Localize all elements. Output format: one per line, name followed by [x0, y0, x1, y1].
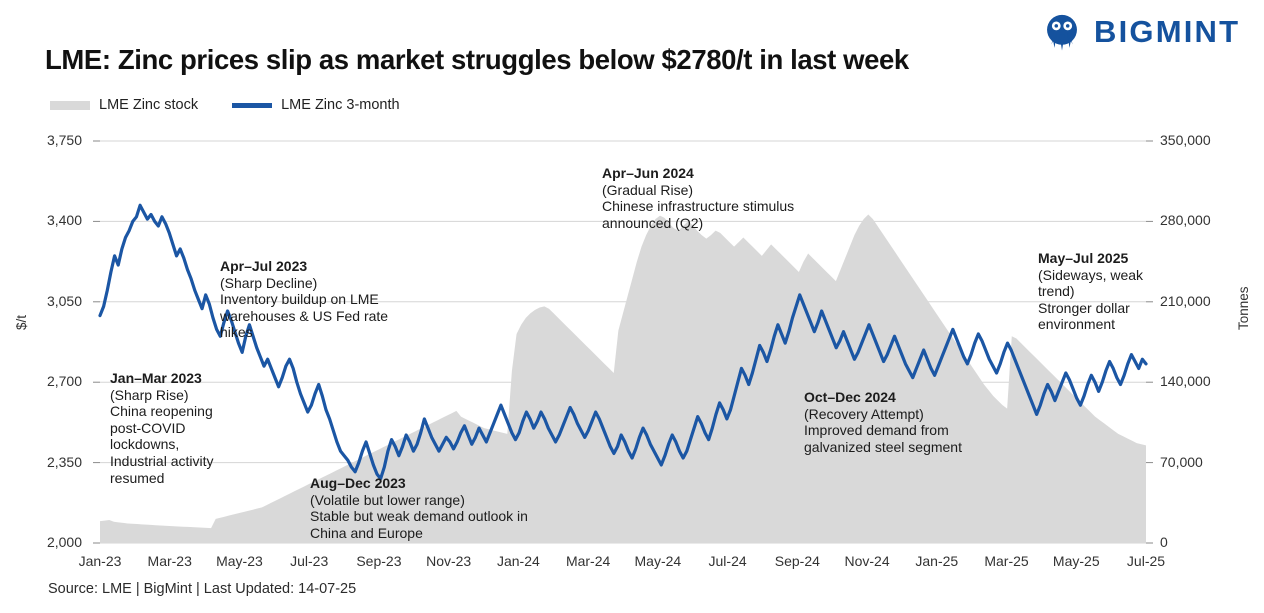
legend-item-stock[interactable]: LME Zinc stock — [50, 97, 198, 113]
annotation-subheading: (Sharp Decline) — [220, 274, 318, 291]
page-title: LME: Zinc prices slip as market struggle… — [45, 44, 909, 75]
annotation-subheading: (Gradual Rise) — [602, 181, 694, 198]
annotation-subheading: (Sideways, weak trend) — [1038, 266, 1144, 300]
y-axis-right-tick-label: 210,000 — [1160, 292, 1211, 309]
annotation-body: Stronger dollar environment — [1038, 299, 1130, 333]
y-axis-left-tick-label: 3,400 — [46, 212, 82, 229]
x-axis-tick-label: Nov-24 — [844, 553, 890, 569]
legend-item-3month[interactable]: LME Zinc 3-month — [232, 97, 400, 113]
x-axis-tick-label: Jan-23 — [78, 553, 122, 569]
y-axis-right-tick-label: 140,000 — [1160, 373, 1211, 390]
x-axis-tick-label: Jan-24 — [496, 553, 540, 569]
annotation-heading: Oct–Dec 2024 — [804, 389, 896, 405]
annotation-apr-jun-2024: Apr–Jun 2024 (Gradual Rise) Chinese infras… — [602, 165, 817, 231]
y-axis-right-tick-label: 0 — [1160, 534, 1168, 550]
chart-legend: LME Zinc stock LME Zinc 3-month — [50, 97, 400, 113]
annotation-body: Stable but weak demand outlook in China … — [310, 508, 528, 541]
y-axis-right-tick-label: 70,000 — [1160, 453, 1203, 470]
x-axis-tick-label: Mar-24 — [565, 553, 611, 569]
annotation-body: Inventory buildup on LME warehouses & US… — [220, 291, 389, 341]
y-axis-right-tick-label: 350,000 — [1160, 132, 1211, 148]
legend-area-swatch-icon — [50, 100, 90, 110]
bigmint-logo: BIGMINT — [1040, 10, 1240, 54]
annotation-heading: May–Jul 2025 — [1038, 250, 1129, 266]
annotation-heading: Apr–Jun 2024 — [602, 165, 694, 181]
annotation-heading: Jan–Mar 2023 — [110, 370, 202, 386]
y-axis-left-tick-label: 3,750 — [46, 132, 82, 148]
x-axis-tick-label: Jul-23 — [290, 553, 329, 569]
annotation-apr-jul-2023: Apr–Jul 2023 (Sharp Decline) Inventory bu… — [220, 258, 420, 341]
annotation-aug-dec-2023: Aug–Dec 2023 (Volatile but lower range) St… — [310, 475, 550, 541]
source-note: Source: LME | BigMint | Last Updated: 14… — [48, 581, 357, 597]
annotation-jan-mar-2023: Jan–Mar 2023 (Sharp Rise) China reopening… — [110, 370, 228, 486]
annotation-body: Chinese infrastructure stimulus announce… — [602, 198, 795, 231]
x-axis-tick-label: Sep-24 — [774, 553, 820, 569]
y-axis-left-tick-label: 2,700 — [46, 373, 82, 390]
legend-label-3month: LME Zinc 3-month — [281, 97, 400, 113]
x-axis-tick-label: Mar-25 — [984, 553, 1029, 569]
legend-label-stock: LME Zinc stock — [99, 97, 199, 113]
legend-line-swatch-icon — [232, 102, 273, 108]
bigmint-logo-icon — [1047, 14, 1077, 51]
y-axis-left-tick-label: 2,000 — [46, 534, 82, 550]
y-axis-left-tick-label: 3,050 — [46, 292, 82, 309]
annotation-body: Improved demand from galvanized steel se… — [804, 422, 962, 455]
annotation-heading: Aug–Dec 2023 — [310, 475, 406, 491]
series-lme-zinc-stock-area — [100, 214, 1146, 543]
y-axis-left-tick-label: 2,350 — [46, 453, 82, 470]
annotation-subheading: (Sharp Rise) — [110, 386, 189, 403]
x-axis-tick-label: Jul-24 — [708, 553, 747, 569]
chart-tickmarks — [93, 140, 1153, 544]
annotation-body: China reopening post-COVID lockdowns, In… — [110, 403, 214, 486]
x-axis-tick-label: Jan-25 — [915, 553, 959, 569]
x-axis-tick-label: May-23 — [216, 553, 263, 569]
annotation-heading: Apr–Jul 2023 — [220, 258, 308, 274]
x-axis-tick-label: Nov-23 — [426, 553, 472, 569]
y-axis-right-title: Tonnes — [1236, 286, 1251, 330]
series-lme-zinc-3month-line — [98, 203, 1148, 481]
annotation-subheading: (Volatile but lower range) — [310, 491, 465, 508]
annotation-may-jul-2025: May–Jul 2025 (Sideways, weak trend) Strong… — [1038, 250, 1156, 333]
annotation-oct-dec-2024: Oct–Dec 2024 (Recovery Attempt) Improved d… — [804, 389, 1004, 455]
x-axis-tick-label: Mar-23 — [147, 553, 192, 569]
y-axis-left-title: $/t — [14, 314, 29, 330]
y-axis-right-tick-label: 280,000 — [1160, 212, 1211, 229]
bigmint-wordmark: BIGMINT — [1094, 14, 1241, 49]
x-axis-tick-label: May-25 — [1052, 553, 1100, 569]
annotation-subheading: (Recovery Attempt) — [804, 405, 924, 422]
x-axis-tick-label: Jul-25 — [1126, 553, 1166, 569]
x-axis-tick-label: Sep-23 — [356, 553, 402, 569]
x-axis-tick-label: May-24 — [634, 553, 682, 569]
